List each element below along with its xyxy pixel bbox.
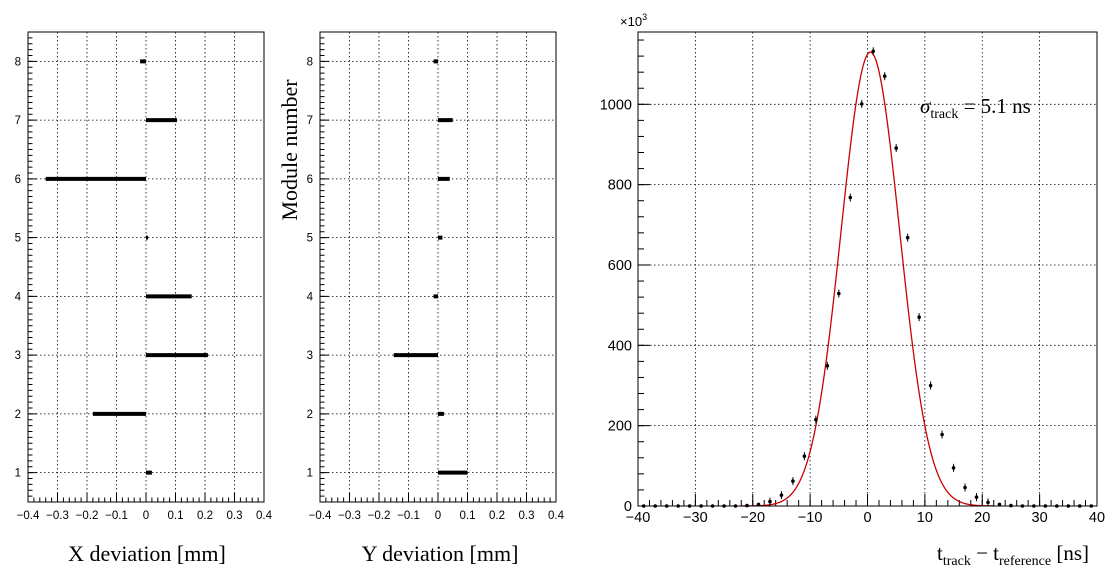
y-deviation-tick-labels: −0.4 −0.3 −0.2 −0.1 0 0.1 0.2 0.3 0.4 1 2 3 4 5 6 7 8 [307, 56, 565, 522]
time-residual-axis-title: ttrack − treference [ns] [937, 541, 1089, 567]
sigma-annotation: σtrack = 5.1 ns [920, 94, 1031, 122]
y-deviation-bars [393, 59, 468, 475]
deviation-bar [438, 411, 444, 416]
gaussian-fit-curve [741, 51, 994, 507]
x-deviation-panel: −0.4 −0.3 −0.2 −0.1 0 0.1 0.2 0.3 0.4 1 2 3 4 5 6 7 8 X … [15, 31, 273, 566]
deviation-bar [146, 470, 152, 475]
deviation-bar [438, 118, 453, 123]
x-tick-label: −0.3 [338, 510, 361, 522]
y-tick-label: 7 [307, 115, 313, 127]
deviation-bar [433, 294, 438, 299]
y-tick-label: 6 [307, 174, 313, 186]
module-number-axis-title: Module number [277, 79, 302, 221]
data-point [756, 502, 761, 507]
x-tick-label: 0.2 [197, 510, 213, 522]
y-deviation-frame [319, 31, 557, 503]
deviation-bar [433, 59, 438, 64]
y-tick-label: 600 [608, 258, 632, 274]
deviation-bar [146, 353, 208, 358]
y-tick-label: 1 [15, 468, 21, 480]
y-tick-label: 1000 [600, 97, 632, 113]
x-tick-label: 0.1 [168, 510, 184, 522]
time-residual-points [641, 47, 1094, 508]
deviation-bar [438, 470, 468, 475]
x-tick-label: 0.3 [519, 510, 535, 522]
x-tick-label: 0 [143, 510, 149, 522]
y-deviation-panel: −0.4 −0.3 −0.2 −0.1 0 0.1 0.2 0.3 0.4 1 2 3 4 5 6 7 8 Y … [277, 31, 565, 566]
x-tick-label: 0.4 [256, 510, 273, 522]
deviation-bar [438, 235, 443, 240]
deviation-bar [146, 294, 192, 299]
x-tick-label: 0.2 [489, 510, 505, 522]
x-deviation-bars [45, 59, 208, 475]
x-deviation-grid [27, 32, 265, 502]
y-deviation-grid [319, 32, 557, 502]
x-deviation-tick-labels: −0.4 −0.3 −0.2 −0.1 0 0.1 0.2 0.3 0.4 1 2 3 4 5 6 7 8 [15, 56, 273, 522]
y-tick-label: 800 [608, 178, 632, 194]
x-tick-label: 30 [1032, 510, 1048, 526]
x-tick-label: −0.4 [17, 510, 40, 522]
y-tick-label: 3 [15, 350, 21, 362]
time-residual-frame [637, 31, 1098, 507]
x-tick-label: −20 [740, 510, 765, 526]
x-tick-label: −0.2 [76, 510, 99, 522]
data-point [997, 502, 1002, 507]
deviation-bar [146, 235, 148, 240]
x-tick-label: −30 [683, 510, 708, 526]
y-tick-label: 4 [15, 291, 22, 303]
x-tick-label: −0.1 [397, 510, 420, 522]
y-multiplier-label: ×103 [620, 12, 647, 29]
x-deviation-ticks [27, 31, 265, 503]
x-tick-label: 0.3 [227, 510, 243, 522]
x-tick-label: −0.2 [368, 510, 391, 522]
x-tick-label: 0.4 [548, 510, 565, 522]
y-tick-label: 0 [624, 499, 632, 515]
y-tick-label: 5 [307, 233, 313, 245]
x-tick-label: 10 [917, 510, 933, 526]
x-tick-label: 20 [974, 510, 990, 526]
y-tick-label: 7 [15, 115, 21, 127]
y-tick-label: 2 [15, 409, 21, 421]
y-tick-label: 200 [608, 419, 632, 435]
x-tick-label: 0 [435, 510, 441, 522]
x-deviation-frame [27, 31, 265, 503]
y-tick-label: 2 [307, 409, 313, 421]
x-tick-label: 0 [863, 510, 871, 526]
deviation-bar [92, 411, 146, 416]
y-tick-label: 3 [307, 350, 313, 362]
x-deviation-axis-title: X deviation [mm] [68, 541, 226, 566]
y-tick-label: 400 [608, 338, 632, 354]
deviation-bar [393, 353, 438, 358]
x-tick-label: 0.1 [460, 510, 476, 522]
y-tick-label: 5 [15, 233, 21, 245]
x-tick-label: −0.1 [105, 510, 128, 522]
y-deviation-axis-title: Y deviation [mm] [362, 541, 519, 566]
y-tick-label: 8 [307, 56, 313, 68]
y-tick-label: 1 [307, 468, 313, 480]
deviation-bar [438, 176, 450, 181]
x-tick-label: −0.3 [46, 510, 69, 522]
y-tick-label: 8 [15, 56, 21, 68]
deviation-bar [45, 176, 147, 181]
deviation-bar [146, 118, 177, 123]
x-tick-label: 40 [1089, 510, 1105, 526]
x-tick-label: −40 [626, 510, 651, 526]
y-tick-label: 4 [307, 291, 314, 303]
y-deviation-ticks [319, 31, 557, 503]
x-tick-label: −0.4 [309, 510, 332, 522]
y-tick-label: 6 [15, 174, 21, 186]
deviation-bar [140, 59, 146, 64]
x-tick-label: −10 [798, 510, 823, 526]
